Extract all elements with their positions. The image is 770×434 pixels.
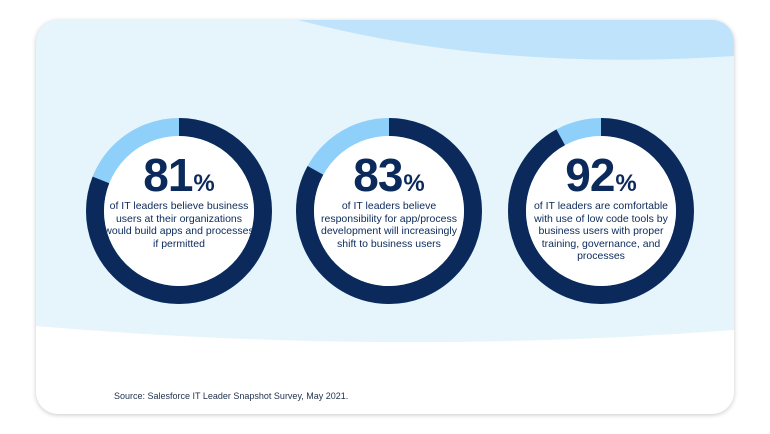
- stat-number: 83: [353, 149, 403, 201]
- stat-value: 92%: [526, 152, 676, 198]
- infographic-card: 81% of IT leaders believe business users…: [36, 20, 734, 414]
- donut-center: [526, 136, 676, 286]
- stat-number: 92: [565, 149, 615, 201]
- donut-center: [104, 136, 254, 286]
- stat-description: of IT leaders believe business users at …: [104, 200, 254, 250]
- donut-value-segment: [508, 118, 694, 304]
- donut-value-segment: [86, 118, 272, 304]
- stat-value: 81%: [104, 152, 254, 198]
- stat-text: 81% of IT leaders believe business users…: [104, 152, 254, 250]
- background-waves: [36, 20, 734, 414]
- stat-description: of IT leaders are comfortable with use o…: [533, 200, 669, 262]
- donut-chart: [296, 118, 482, 304]
- top-wave: [298, 20, 734, 60]
- bottom-wave: [36, 326, 734, 414]
- donut-chart: [86, 118, 272, 304]
- donut-center: [314, 136, 464, 286]
- stat-donut-92: 92% of IT leaders are comfortable with u…: [506, 116, 696, 306]
- stat-percent-sign: %: [615, 170, 637, 197]
- donut-chart: [508, 118, 694, 304]
- stat-value: 83%: [314, 152, 464, 198]
- stat-number: 81: [143, 149, 193, 201]
- donut-value-segment: [296, 118, 482, 304]
- stat-percent-sign: %: [193, 170, 215, 197]
- stat-donut-81: 81% of IT leaders believe business users…: [84, 116, 274, 306]
- stat-description: of IT leaders believe responsibility for…: [321, 200, 457, 250]
- stat-text: 92% of IT leaders are comfortable with u…: [526, 152, 676, 263]
- stat-donut-83: 83% of IT leaders believe responsibility…: [294, 116, 484, 306]
- source-note: Source: Salesforce IT Leader Snapshot Su…: [114, 391, 349, 401]
- stat-percent-sign: %: [403, 170, 425, 197]
- stat-text: 83% of IT leaders believe responsibility…: [314, 152, 464, 250]
